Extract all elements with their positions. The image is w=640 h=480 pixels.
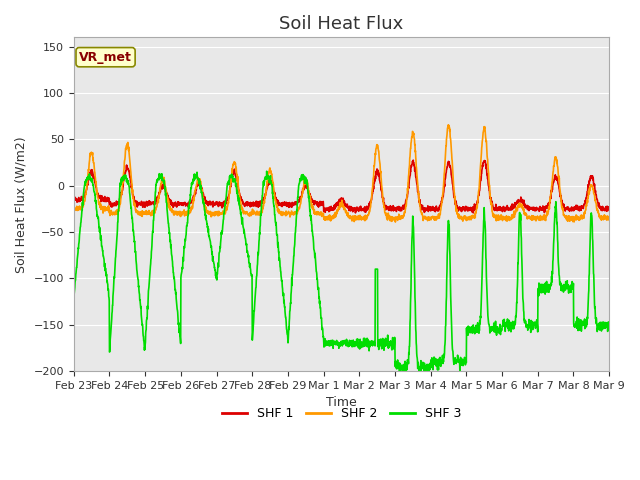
SHF 3 xyxy=(369,343,376,348)
Line: SHF 1: SHF 1 xyxy=(74,160,609,213)
Legend: SHF 1, SHF 2, SHF 3: SHF 1, SHF 2, SHF 3 xyxy=(217,402,466,425)
X-axis label: Time: Time xyxy=(326,396,357,409)
SHF 1 xyxy=(573,206,581,212)
SHF 3 xyxy=(70,294,77,300)
Line: SHF 2: SHF 2 xyxy=(74,125,609,222)
SHF 2 xyxy=(444,122,452,128)
Y-axis label: Soil Heat Flux (W/m2): Soil Heat Flux (W/m2) xyxy=(15,136,28,273)
SHF 1 xyxy=(357,206,365,212)
Line: SHF 3: SHF 3 xyxy=(74,171,609,371)
SHF 1 xyxy=(559,200,566,205)
SHF 2 xyxy=(497,212,505,218)
SHF 2 xyxy=(70,205,77,211)
SHF 1 xyxy=(369,191,376,196)
SHF 2 xyxy=(573,216,581,222)
SHF 3 xyxy=(263,168,271,174)
SHF 2 xyxy=(369,186,376,192)
SHF 1 xyxy=(220,201,227,206)
SHF 3 xyxy=(573,314,581,320)
SHF 3 xyxy=(396,368,403,374)
SHF 2 xyxy=(559,205,566,211)
SHF 3 xyxy=(497,326,505,332)
SHF 3 xyxy=(559,288,566,293)
SHF 1 xyxy=(605,207,613,213)
SHF 1 xyxy=(497,207,505,213)
Title: Soil Heat Flux: Soil Heat Flux xyxy=(279,15,404,33)
SHF 3 xyxy=(357,345,365,350)
SHF 2 xyxy=(357,216,365,222)
SHF 2 xyxy=(605,215,613,221)
SHF 1 xyxy=(410,157,417,163)
Text: VR_met: VR_met xyxy=(79,51,132,64)
SHF 3 xyxy=(605,321,613,327)
SHF 1 xyxy=(70,196,77,202)
SHF 3 xyxy=(220,220,227,226)
SHF 2 xyxy=(392,219,399,225)
SHF 2 xyxy=(220,209,227,215)
SHF 1 xyxy=(351,210,359,216)
